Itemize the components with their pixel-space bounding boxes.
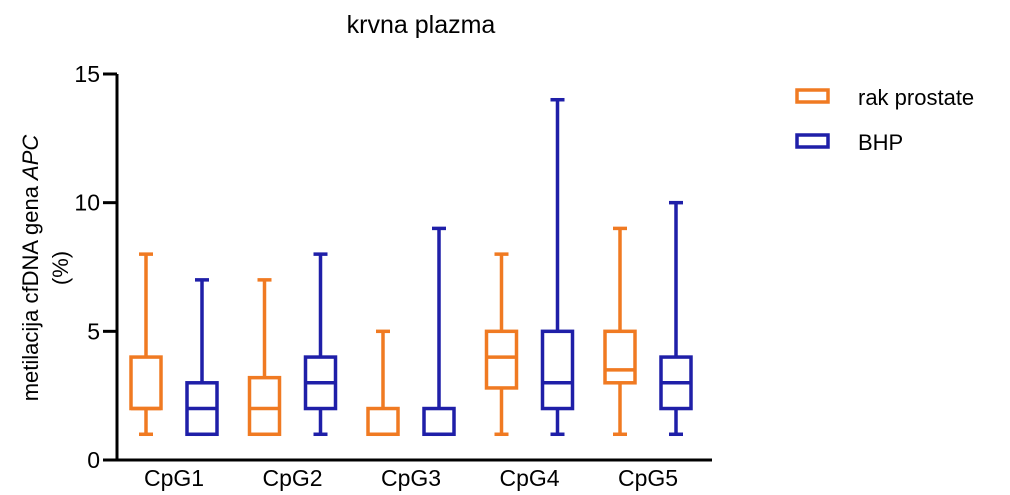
- x-tick-label: CpG5: [618, 465, 678, 491]
- box-cpg3-bhp: [422, 226, 456, 437]
- x-tick-label: CpG3: [381, 465, 441, 491]
- box-cpg2-rak-prostate: [247, 278, 282, 437]
- chart-title: krvna plazma: [347, 11, 496, 39]
- legend-label: rak prostate: [858, 85, 974, 110]
- legend-swatch: [795, 133, 830, 149]
- box-cpg5-rak-prostate: [603, 226, 637, 437]
- box-cpg3-rak-prostate: [366, 329, 400, 437]
- box-cpg4-rak-prostate: [484, 252, 519, 437]
- legend: rak prostate BHP: [795, 85, 974, 155]
- iqr-box: [484, 329, 519, 390]
- y-axis-label-line2: (%): [48, 251, 73, 285]
- iqr-box: [129, 355, 163, 411]
- y-tick-label: 10: [74, 190, 100, 216]
- box-cpg5-bhp: [659, 200, 693, 437]
- plot-area: 0 5 10 15 CpG1 CpG2 CpG3 CpG4 CpG5: [74, 61, 712, 491]
- box-cpg1-bhp: [185, 278, 219, 437]
- iqr-box: [366, 406, 400, 437]
- y-tick-label: 15: [74, 61, 100, 87]
- iqr-box: [247, 375, 282, 437]
- box-cpg4-bhp: [540, 97, 575, 437]
- x-tick-label: CpG2: [262, 465, 322, 491]
- y-axis-label-line1: metilacija cfDNA gena APC: [18, 135, 43, 402]
- iqr-box: [603, 329, 637, 385]
- y-tick-label: 5: [87, 318, 100, 344]
- legend-swatch: [795, 88, 830, 104]
- box-cpg1-rak-prostate: [129, 252, 163, 437]
- y-tick-label: 0: [87, 447, 100, 473]
- box-cpg2-bhp: [303, 252, 338, 437]
- legend-label: BHP: [858, 130, 903, 155]
- x-tick-label: CpG1: [144, 465, 204, 491]
- iqr-box: [540, 329, 575, 411]
- iqr-box: [422, 406, 456, 437]
- x-tick-label: CpG4: [499, 465, 559, 491]
